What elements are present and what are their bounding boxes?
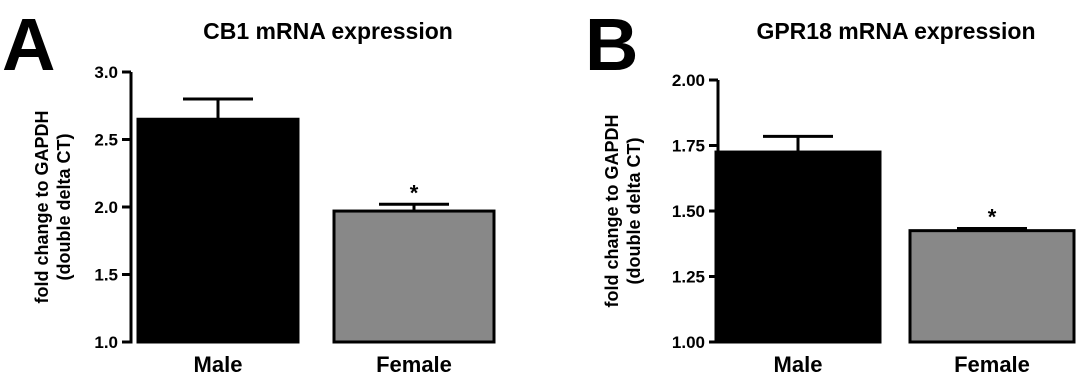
y-tick-label: 2.5: [94, 131, 118, 150]
y-axis-label: fold change to GAPDH: [602, 115, 622, 308]
y-axis-label: fold change to GAPDH: [32, 111, 52, 304]
y-tick-label: 1.75: [672, 137, 705, 156]
y-tick-label: 2.0: [94, 198, 118, 217]
chart-title: CB1 mRNA expression: [203, 18, 453, 44]
significance-marker: *: [988, 205, 997, 230]
y-tick-label: 1.5: [94, 266, 118, 285]
bar: [908, 229, 1076, 344]
y-tick-label: 1.0: [94, 333, 118, 352]
y-axis-label: (double delta CT): [54, 134, 74, 281]
y-tick-label: 1.25: [672, 268, 705, 287]
bar: [714, 150, 882, 344]
y-tick-label: 3.0: [94, 63, 118, 82]
y-tick-label: 2.00: [672, 71, 705, 90]
y-tick-label: 1.00: [672, 333, 705, 352]
x-tick-label: Male: [774, 352, 823, 377]
y-axis-label: (double delta CT): [624, 138, 644, 285]
panel-letter: B: [585, 3, 638, 86]
x-tick-label: Female: [954, 352, 1030, 377]
panel-b: B GPR18 mRNA expression fold change to GAP…: [585, 3, 1076, 377]
x-tick-label: Female: [376, 352, 452, 377]
y-tick-label: 1.50: [672, 202, 705, 221]
bar: [136, 117, 300, 344]
panel-a: A CB1 mRNA expression fold change to GAPDH…: [2, 3, 496, 377]
bar: [332, 209, 496, 344]
significance-marker: *: [410, 180, 419, 205]
panel-letter: A: [2, 3, 55, 86]
chart-title: GPR18 mRNA expression: [756, 18, 1035, 44]
x-tick-label: Male: [194, 352, 243, 377]
